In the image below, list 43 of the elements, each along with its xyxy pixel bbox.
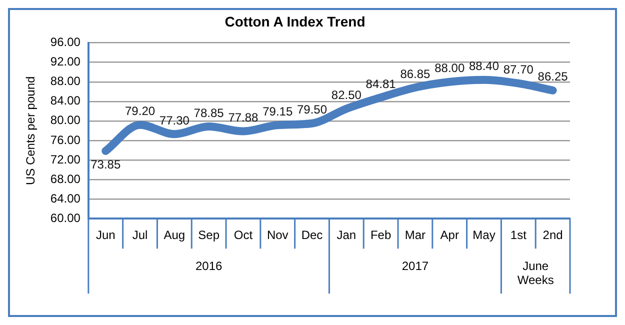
x-tick-label: May (472, 228, 496, 242)
x-tick-label: Jul (132, 228, 148, 242)
x-tick-label: 1st (510, 228, 528, 242)
data-label: 84.81 (366, 76, 396, 91)
x-tick-label: Jan (336, 228, 356, 242)
y-axis-title: US Cents per pound (24, 76, 38, 186)
y-tick-label: 96.00 (50, 35, 81, 50)
data-label: 79.15 (262, 104, 293, 118)
data-label: 86.85 (400, 66, 431, 81)
y-tick-label: 68.00 (50, 172, 81, 186)
x-tick-label: Apr (440, 228, 459, 242)
y-tick-label: 64.00 (50, 191, 81, 206)
text: June Weeks (517, 258, 554, 287)
data-label: 79.20 (125, 104, 156, 118)
text: 2017 (402, 258, 429, 273)
x-tick-label: Feb (370, 228, 392, 242)
y-tick-label: 72.00 (50, 152, 81, 166)
y-tick-label: 60.00 (50, 210, 81, 225)
x-tick-label: Dec (301, 228, 323, 242)
data-label: 79.50 (297, 102, 328, 117)
data-label: 86.25 (538, 70, 568, 84)
data-label: 77.88 (228, 110, 259, 125)
y-tick-label: 88.00 (50, 74, 81, 88)
x-tick-label: Sep (198, 228, 220, 242)
x-tick-label: Mar (404, 228, 426, 242)
y-tick-label: 80.00 (50, 113, 81, 128)
x-tick-label: 2nd (542, 228, 563, 242)
data-label: 87.70 (503, 62, 534, 77)
x-tick-label: Nov (266, 228, 288, 242)
data-label: 88.40 (468, 59, 500, 74)
data-label: 78.85 (194, 106, 224, 120)
x-tick-label: Oct (234, 228, 254, 242)
data-label: 73.85 (90, 157, 121, 172)
y-tick-label: 76.00 (50, 132, 81, 147)
data-label: 82.50 (331, 88, 362, 102)
chart-title: Cotton A Index Trend (224, 13, 366, 30)
data-label: 77.30 (159, 113, 190, 128)
y-tick-label: 92.00 (50, 54, 81, 69)
x-tick-label: Aug (164, 228, 186, 242)
data-label: 88.00 (434, 61, 465, 76)
y-tick-label: 84.00 (50, 94, 81, 108)
text: 2016 (195, 258, 222, 273)
x-tick-label: Jun (96, 228, 116, 242)
